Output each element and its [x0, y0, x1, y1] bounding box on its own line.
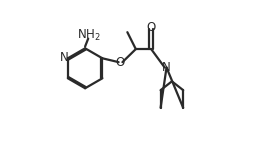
Text: N: N	[60, 51, 69, 64]
Text: O: O	[147, 21, 156, 34]
Text: N: N	[162, 61, 171, 74]
Text: O: O	[116, 56, 125, 69]
Text: NH$_2$: NH$_2$	[77, 28, 101, 43]
